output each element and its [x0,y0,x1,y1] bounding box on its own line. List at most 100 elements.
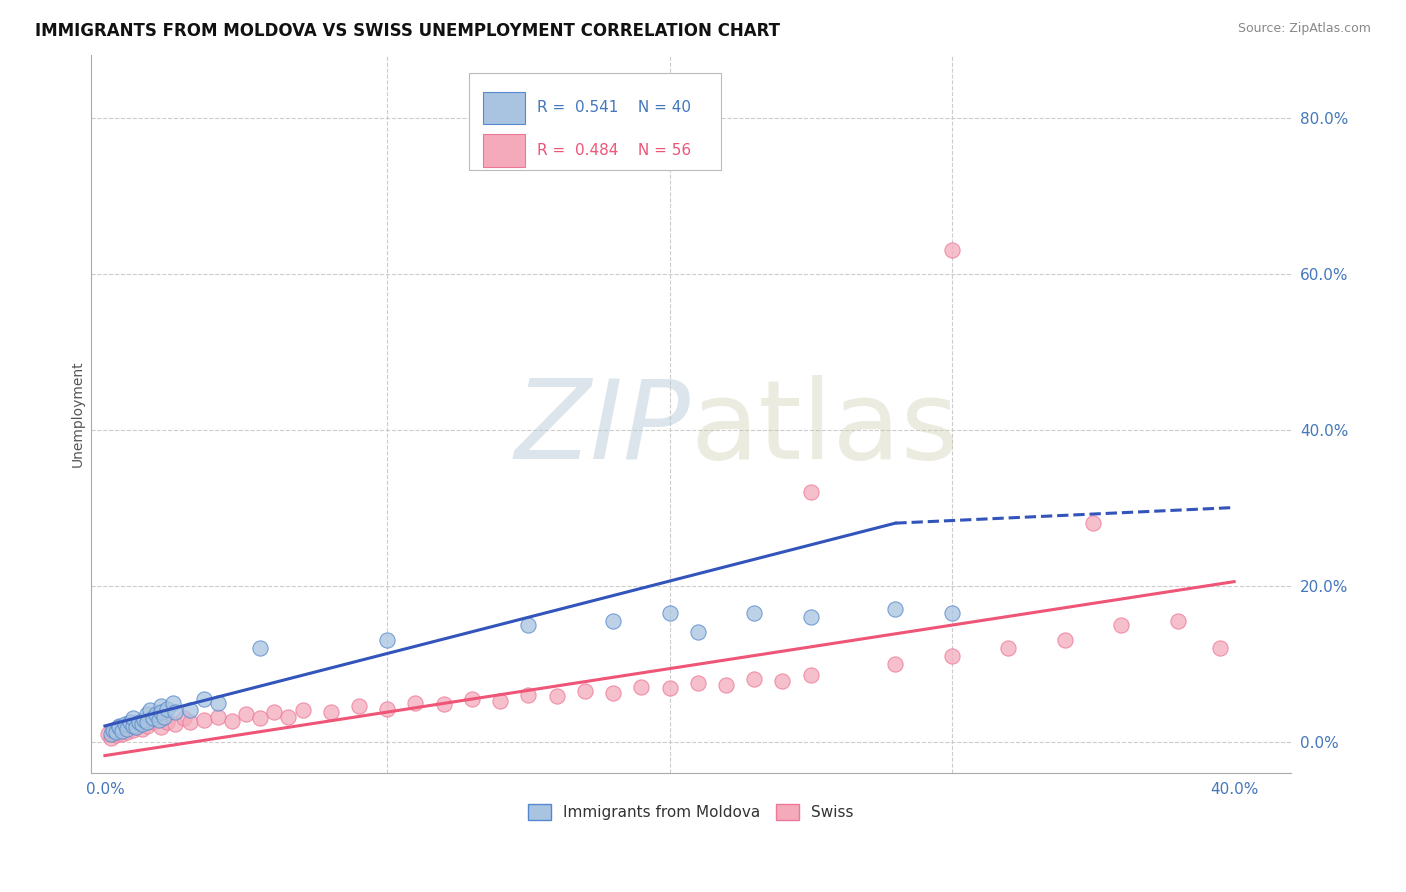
Point [1081,516,1104,530]
Point [136,707,159,722]
Point [884,602,907,616]
FancyBboxPatch shape [484,92,524,124]
Point [941,606,963,620]
Point [165,717,187,731]
Point [207,696,229,710]
Point [148,713,170,727]
Point [221,714,243,729]
Point [1167,614,1189,628]
Point [375,702,398,716]
Point [120,714,142,729]
Point [122,723,145,737]
Point [602,686,624,700]
Point [1109,617,1132,632]
Point [165,705,187,719]
Point [122,711,145,725]
Point [714,678,737,692]
Point [128,717,150,731]
Point [150,705,173,719]
Point [193,713,215,727]
Point [136,714,159,729]
Point [800,668,823,682]
Point [108,721,131,735]
Point [122,719,145,733]
Point [134,713,156,727]
Point [602,614,624,628]
Point [263,705,285,719]
Point [941,648,963,663]
Point [1053,633,1076,648]
Point [108,719,131,733]
Point [131,722,153,736]
Legend: Immigrants from Moldova, Swiss: Immigrants from Moldova, Swiss [522,797,859,826]
Point [461,691,484,706]
Point [142,711,165,725]
Point [742,606,765,620]
Text: atlas: atlas [690,375,959,482]
Point [114,717,136,731]
Point [207,709,229,723]
Point [136,719,159,733]
Point [105,728,128,742]
Point [139,703,162,717]
Point [150,721,173,735]
Point [156,702,179,716]
Point [249,640,271,655]
Point [249,711,271,725]
Point [117,725,139,739]
Point [125,721,148,735]
Point [108,723,131,737]
Point [142,714,165,729]
Point [884,657,907,671]
Point [517,688,540,702]
Point [742,672,765,686]
Point [114,721,136,735]
Point [111,727,134,741]
Point [319,705,342,719]
Point [800,609,823,624]
Point [145,707,167,722]
Point [103,723,125,737]
Point [1209,640,1232,655]
Text: ZIP: ZIP [515,375,690,482]
Point [686,625,709,640]
Point [235,707,257,722]
Point [179,714,201,729]
Point [100,727,122,741]
Point [153,709,176,723]
Text: R =  0.541    N = 40: R = 0.541 N = 40 [537,101,692,115]
Point [686,676,709,690]
Point [100,731,122,745]
Point [433,697,456,711]
Point [404,696,426,710]
FancyBboxPatch shape [468,73,721,170]
Point [277,709,299,723]
Point [375,633,398,648]
Point [120,719,142,733]
Point [630,680,652,694]
Point [574,683,596,698]
Text: R =  0.484    N = 56: R = 0.484 N = 56 [537,143,692,158]
Point [131,717,153,731]
Point [658,681,681,696]
Point [162,696,184,710]
Point [347,699,370,714]
Point [291,703,314,717]
Point [658,606,681,620]
Y-axis label: Unemployment: Unemployment [72,360,86,467]
Point [546,690,568,704]
Point [800,485,823,500]
Point [150,699,173,714]
Point [156,714,179,729]
Point [125,721,148,735]
Text: IMMIGRANTS FROM MOLDOVA VS SWISS UNEMPLOYMENT CORRELATION CHART: IMMIGRANTS FROM MOLDOVA VS SWISS UNEMPLO… [35,22,780,40]
Point [111,723,134,738]
Point [128,714,150,729]
Point [179,703,201,717]
Point [103,725,125,739]
Point [97,727,120,741]
FancyBboxPatch shape [484,135,524,167]
Point [489,694,512,708]
Point [105,725,128,739]
Point [173,711,195,725]
